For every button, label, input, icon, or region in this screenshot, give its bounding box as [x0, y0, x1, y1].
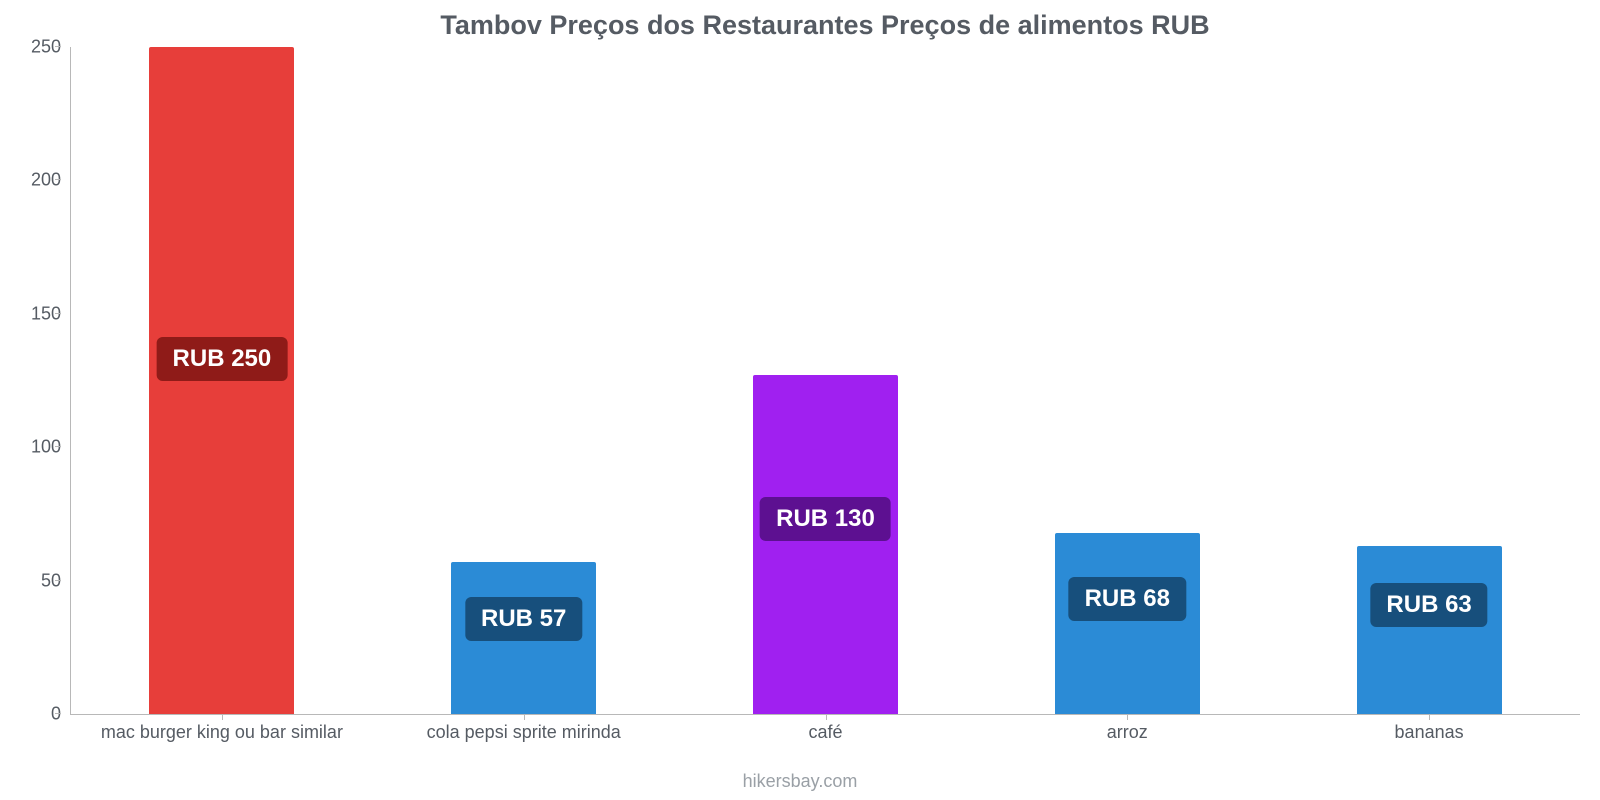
y-tick-label: 250	[11, 37, 61, 58]
y-tick-mark	[55, 46, 61, 47]
x-axis-label: mac burger king ou bar similar	[71, 722, 373, 743]
bar	[753, 375, 898, 714]
y-tick-label: 150	[11, 303, 61, 324]
value-badge: RUB 57	[465, 597, 582, 641]
value-badge: RUB 130	[760, 497, 891, 541]
value-badge: RUB 63	[1370, 583, 1487, 627]
bar	[1055, 533, 1200, 714]
price-bar-chart: Tambov Preços dos Restaurantes Preços de…	[0, 0, 1600, 800]
x-tick-mark	[1429, 714, 1430, 720]
x-axis-label: café	[675, 722, 977, 743]
y-tick-mark	[55, 179, 61, 180]
value-badge: RUB 68	[1069, 577, 1186, 621]
y-tick-mark	[55, 446, 61, 447]
value-badge: RUB 250	[157, 337, 288, 381]
x-tick-mark	[222, 714, 223, 720]
y-tick-label: 100	[11, 437, 61, 458]
chart-credit: hikersbay.com	[0, 771, 1600, 792]
y-tick-label: 0	[11, 704, 61, 725]
bar-slot: RUB 130	[675, 47, 977, 714]
bar	[1357, 546, 1502, 714]
y-tick-label: 50	[11, 570, 61, 591]
y-tick-mark	[55, 313, 61, 314]
chart-title: Tambov Preços dos Restaurantes Preços de…	[70, 10, 1580, 41]
x-axis-label: arroz	[976, 722, 1278, 743]
y-axis: 050100150200250	[61, 47, 71, 714]
y-tick-label: 200	[11, 170, 61, 191]
x-tick-mark	[826, 714, 827, 720]
x-tick-mark	[1127, 714, 1128, 720]
bar-slot: RUB 57	[373, 47, 675, 714]
bar-slot: RUB 250	[71, 47, 373, 714]
plot-area: 050100150200250 RUB 250RUB 57RUB 130RUB …	[70, 47, 1580, 715]
y-tick-mark	[55, 713, 61, 714]
bar-slot: RUB 63	[1278, 47, 1580, 714]
x-axis-label: cola pepsi sprite mirinda	[373, 722, 675, 743]
bars-container: RUB 250 RUB 57 RUB 130 RUB 68 RUB 63	[71, 47, 1580, 714]
bar	[149, 47, 294, 714]
x-axis-label: bananas	[1278, 722, 1580, 743]
x-tick-mark	[524, 714, 525, 720]
y-tick-mark	[55, 580, 61, 581]
bar-slot: RUB 68	[976, 47, 1278, 714]
x-axis-labels: mac burger king ou bar similarcola pepsi…	[71, 722, 1580, 743]
